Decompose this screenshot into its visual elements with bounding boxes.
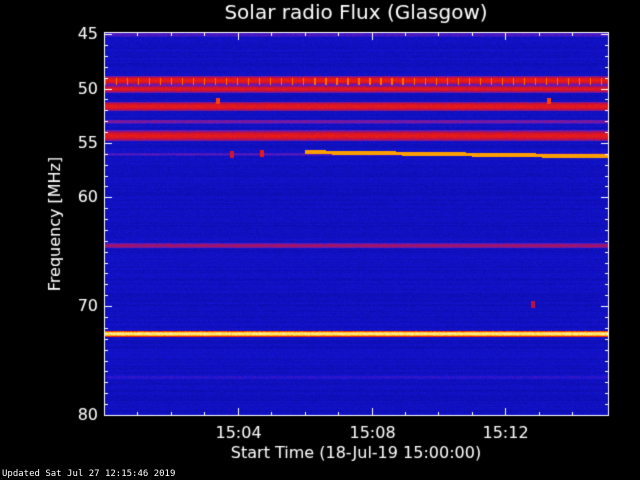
updated-timestamp: Updated Sat Jul 27 12:15:46 2019 xyxy=(2,469,176,479)
